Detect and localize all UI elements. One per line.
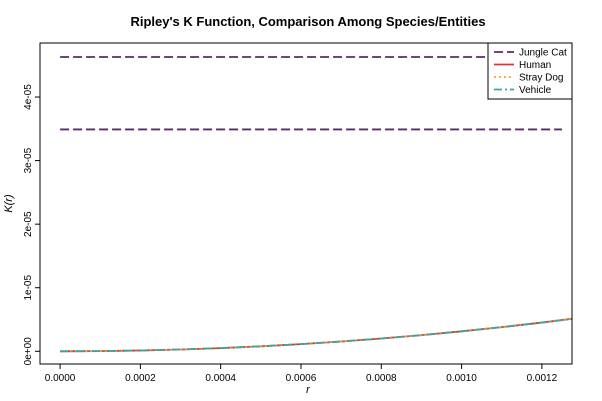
y-tick-label: 3e-05 [23, 147, 34, 173]
legend-label: Jungle Cat [519, 48, 567, 59]
legend-label: Stray Dog [519, 73, 563, 84]
axes: 0.0000 0.0002 0.0004 0.0006 0.0008 0.0010 0.00… [23, 42, 573, 384]
x-tick-label: 0.0010 [446, 373, 477, 384]
series-line-human [60, 317, 572, 353]
legend-label: Human [519, 60, 551, 71]
x-tick-label: 0.0008 [366, 373, 397, 384]
x-tick-label: 0.0002 [125, 373, 156, 384]
x-tick-label: 0.0012 [527, 373, 558, 384]
chart-title: Ripley's K Function, Comparison Among Sp… [130, 14, 485, 29]
y-tick-label: 4e-05 [23, 84, 34, 110]
series-line-stray-dog [60, 317, 572, 353]
y-axis-label-text: K(r) [3, 194, 15, 213]
legend-label: Vehicle [519, 85, 552, 96]
plot-frame [39, 42, 573, 365]
x-tick-label: 0.0004 [205, 373, 236, 384]
y-tick-label: 0e+00 [23, 337, 34, 366]
x-axis-label: r [306, 384, 311, 396]
x-tick-label: 0.0006 [286, 373, 317, 384]
x-tick-label: 0.0000 [45, 373, 76, 384]
y-axis-label: K(r) [3, 194, 15, 213]
y-tick-label: 2e-05 [23, 211, 34, 237]
series-line-vehicle [60, 317, 572, 353]
y-tick-label: 1e-05 [23, 274, 34, 300]
plot-area [60, 56, 572, 353]
